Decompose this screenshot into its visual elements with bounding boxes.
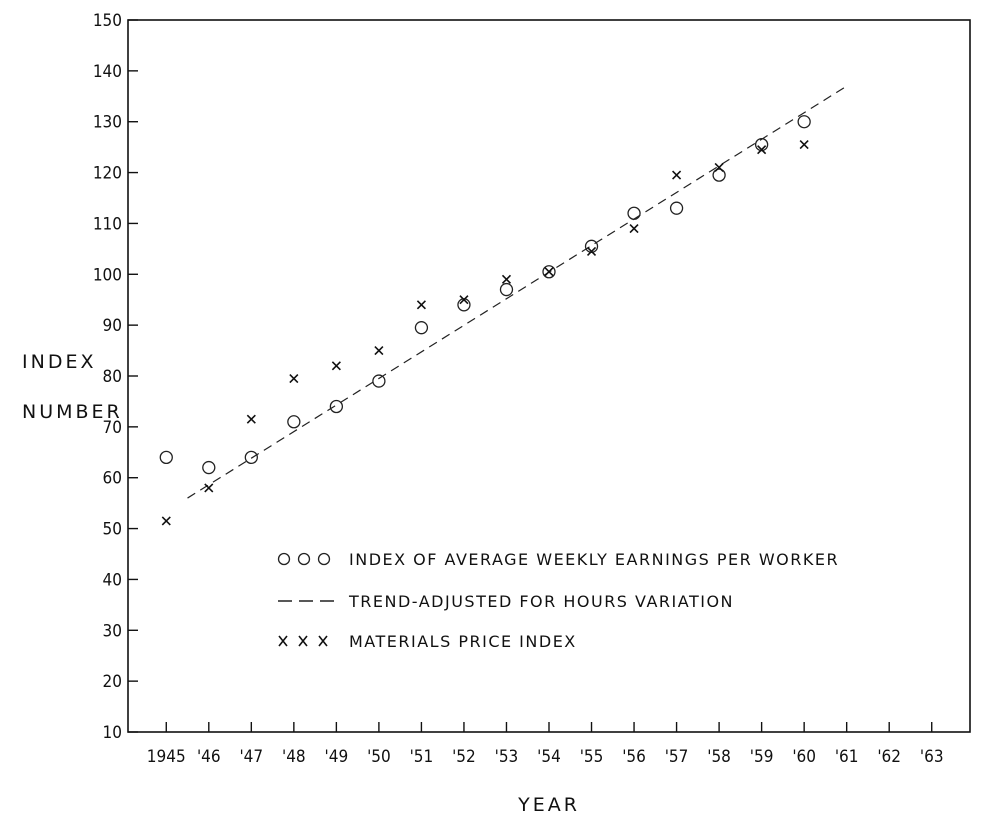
trend-line-layer bbox=[187, 85, 847, 499]
materials-point bbox=[544, 267, 554, 277]
earnings-point bbox=[202, 460, 216, 475]
y-axis-title-line-2: NUMBER bbox=[22, 401, 123, 423]
materials-point bbox=[799, 140, 809, 150]
x-tick-label: '56 bbox=[622, 747, 646, 767]
materials-point bbox=[331, 361, 341, 371]
legend-label-trend: TREND-ADJUSTED FOR HOURS VARIATION bbox=[348, 592, 734, 611]
x-tick-label: '55 bbox=[580, 747, 604, 767]
x-tick-label: '58 bbox=[707, 747, 731, 767]
legend-symbol-crosses bbox=[278, 635, 328, 647]
y-tick-label: 80 bbox=[103, 367, 122, 387]
trend-line bbox=[187, 85, 847, 499]
x-tick-label: '61 bbox=[835, 747, 859, 767]
materials-point bbox=[757, 145, 767, 155]
materials-points-layer bbox=[161, 140, 809, 526]
x-tick-label: '59 bbox=[750, 747, 774, 767]
materials-point bbox=[501, 274, 512, 284]
materials-point bbox=[416, 300, 426, 310]
materials-point bbox=[629, 223, 639, 234]
y-tick-label: 50 bbox=[103, 520, 122, 540]
legend: INDEX OF AVERAGE WEEKLY EARNINGS PER WOR… bbox=[277, 550, 839, 651]
legend-label-materials: MATERIALS PRICE INDEX bbox=[349, 632, 577, 651]
y-tick-label: 10 bbox=[103, 723, 122, 743]
earnings-point bbox=[244, 450, 258, 465]
earnings-point bbox=[499, 282, 514, 297]
materials-point bbox=[374, 346, 384, 356]
x-tick-label: '54 bbox=[537, 747, 561, 767]
x-tick-label: 1945 bbox=[147, 747, 186, 767]
x-tick-label: '62 bbox=[877, 747, 901, 767]
earnings-point bbox=[159, 450, 173, 465]
x-tick-label: '60 bbox=[792, 747, 816, 767]
plot-frame bbox=[127, 19, 971, 733]
y-tick-label: 130 bbox=[93, 113, 122, 133]
x-tick-label: '49 bbox=[325, 747, 349, 767]
x-tick-label: '53 bbox=[495, 747, 519, 767]
x-tick-label: '48 bbox=[282, 747, 306, 767]
y-tick-label: 70 bbox=[103, 418, 122, 438]
x-axis-ticks: 1945 '46 '47 '48 '49 '50 '51 '52 '53 '54 '55 '56 '57… bbox=[147, 722, 944, 767]
earnings-point bbox=[669, 201, 684, 215]
materials-point bbox=[246, 414, 256, 424]
legend-label-earnings: INDEX OF AVERAGE WEEKLY EARNINGS PER WOR… bbox=[349, 550, 839, 569]
y-tick-label: 150 bbox=[93, 11, 122, 31]
y-axis-title-line-1: INDEX bbox=[22, 351, 96, 373]
materials-point bbox=[714, 162, 724, 173]
y-tick-label: 110 bbox=[93, 214, 122, 234]
materials-point bbox=[289, 373, 299, 384]
earnings-point bbox=[712, 168, 726, 182]
earnings-point bbox=[329, 399, 344, 414]
materials-point bbox=[459, 295, 469, 305]
x-tick-label: '47 bbox=[239, 747, 263, 767]
y-tick-label: 30 bbox=[103, 621, 122, 641]
legend-symbol-circles bbox=[277, 552, 331, 566]
x-tick-label: '51 bbox=[410, 747, 434, 767]
earnings-point bbox=[797, 115, 811, 129]
y-tick-label: 40 bbox=[103, 570, 122, 590]
y-tick-label: 120 bbox=[93, 164, 122, 184]
earnings-point bbox=[414, 321, 429, 335]
x-axis-title: YEAR bbox=[517, 794, 580, 816]
y-tick-label: 140 bbox=[93, 62, 122, 82]
materials-point bbox=[161, 516, 171, 526]
earnings-point bbox=[372, 374, 386, 388]
x-tick-label: '46 bbox=[197, 747, 221, 767]
y-tick-label: 20 bbox=[103, 672, 122, 692]
x-tick-label: '63 bbox=[920, 747, 944, 767]
y-tick-label: 60 bbox=[103, 469, 122, 489]
y-axis-ticks: 10 20 30 40 50 60 70 80 90 100 110 120 130 140 150 bbox=[93, 11, 138, 743]
materials-point bbox=[672, 170, 682, 180]
x-tick-label: '52 bbox=[452, 747, 476, 767]
earnings-point bbox=[627, 206, 641, 220]
earnings-point bbox=[287, 415, 301, 429]
x-tick-label: '50 bbox=[367, 747, 391, 767]
y-tick-label: 100 bbox=[93, 265, 122, 285]
y-tick-label: 90 bbox=[103, 316, 122, 336]
materials-point bbox=[204, 483, 214, 493]
earnings-points-layer bbox=[159, 115, 811, 475]
x-tick-label: '57 bbox=[665, 747, 689, 767]
materials-point bbox=[586, 246, 597, 256]
earnings-point bbox=[542, 265, 556, 279]
